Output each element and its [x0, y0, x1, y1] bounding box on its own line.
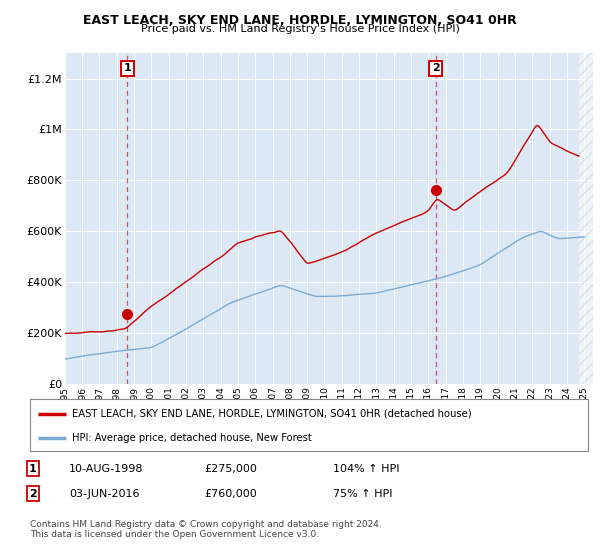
Text: 10-AUG-1998: 10-AUG-1998: [69, 464, 143, 474]
Text: EAST LEACH, SKY END LANE, HORDLE, LYMINGTON, SO41 0HR (detached house): EAST LEACH, SKY END LANE, HORDLE, LYMING…: [72, 409, 472, 419]
Text: £275,000: £275,000: [204, 464, 257, 474]
Text: 03-JUN-2016: 03-JUN-2016: [69, 489, 139, 499]
Text: EAST LEACH, SKY END LANE, HORDLE, LYMINGTON, SO41 0HR: EAST LEACH, SKY END LANE, HORDLE, LYMING…: [83, 14, 517, 27]
Text: Contains HM Land Registry data © Crown copyright and database right 2024.
This d: Contains HM Land Registry data © Crown c…: [30, 520, 382, 539]
Text: HPI: Average price, detached house, New Forest: HPI: Average price, detached house, New …: [72, 433, 311, 443]
Text: £760,000: £760,000: [204, 489, 257, 499]
Text: Price paid vs. HM Land Registry's House Price Index (HPI): Price paid vs. HM Land Registry's House …: [140, 24, 460, 34]
Text: 2: 2: [29, 489, 37, 499]
Text: 2: 2: [432, 63, 439, 73]
Text: 104% ↑ HPI: 104% ↑ HPI: [333, 464, 400, 474]
Text: 1: 1: [29, 464, 37, 474]
Text: 75% ↑ HPI: 75% ↑ HPI: [333, 489, 392, 499]
Text: 1: 1: [124, 63, 131, 73]
Bar: [579, 53, 593, 384]
